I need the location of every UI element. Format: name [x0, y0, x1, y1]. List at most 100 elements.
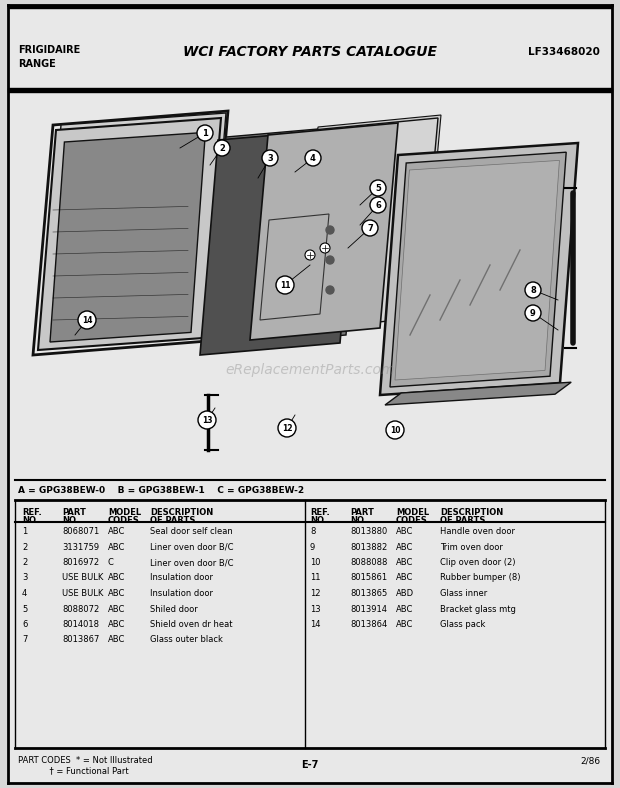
Text: 13: 13: [202, 415, 212, 425]
Text: PART: PART: [62, 508, 86, 517]
Text: 4: 4: [310, 154, 316, 162]
Text: 1: 1: [202, 128, 208, 137]
Circle shape: [525, 305, 541, 321]
Text: ABC: ABC: [396, 620, 414, 629]
Text: 1: 1: [22, 527, 27, 536]
Text: 2/86: 2/86: [580, 756, 600, 765]
Text: eReplacementParts.com: eReplacementParts.com: [225, 363, 395, 377]
Text: REF.: REF.: [310, 508, 330, 517]
Text: ABC: ABC: [108, 574, 125, 582]
Text: Liner oven door B/C: Liner oven door B/C: [150, 542, 234, 552]
Text: Shield oven dr heat: Shield oven dr heat: [150, 620, 232, 629]
Text: MODEL: MODEL: [108, 508, 141, 517]
Polygon shape: [380, 143, 578, 395]
Text: 8013882: 8013882: [350, 542, 388, 552]
Text: 14: 14: [82, 315, 92, 325]
Text: 2: 2: [22, 542, 27, 552]
Text: ABC: ABC: [396, 542, 414, 552]
Text: 10: 10: [310, 558, 321, 567]
Text: Seal door self clean: Seal door self clean: [150, 527, 232, 536]
Text: A = GPG38BEW-0    B = GPG38BEW-1    C = GPG38BEW-2: A = GPG38BEW-0 B = GPG38BEW-1 C = GPG38B…: [18, 485, 304, 495]
Text: 5: 5: [22, 604, 27, 614]
Text: OF PARTS: OF PARTS: [440, 516, 485, 525]
Circle shape: [278, 419, 296, 437]
Text: 2: 2: [22, 558, 27, 567]
Text: 9: 9: [530, 308, 536, 318]
Text: 3: 3: [267, 154, 273, 162]
Text: Insulation door: Insulation door: [150, 574, 213, 582]
Text: 14: 14: [310, 620, 321, 629]
Text: ABC: ABC: [396, 527, 414, 536]
Text: 3131759: 3131759: [62, 542, 99, 552]
Text: ABC: ABC: [108, 589, 125, 598]
Text: 9: 9: [310, 542, 315, 552]
Text: Clip oven door (2): Clip oven door (2): [440, 558, 515, 567]
Circle shape: [370, 180, 386, 196]
Circle shape: [386, 421, 404, 439]
Text: NO.: NO.: [350, 516, 367, 525]
Circle shape: [326, 286, 334, 294]
Circle shape: [320, 243, 330, 253]
Text: 8068071: 8068071: [62, 527, 99, 536]
Text: 6: 6: [22, 620, 27, 629]
Text: 8015861: 8015861: [350, 574, 387, 582]
Polygon shape: [200, 128, 358, 355]
Text: 8013880: 8013880: [350, 527, 388, 536]
Text: NO.: NO.: [310, 516, 327, 525]
Text: RANGE: RANGE: [18, 59, 56, 69]
Text: 4: 4: [22, 589, 27, 598]
Text: 8013865: 8013865: [350, 589, 388, 598]
Circle shape: [326, 226, 334, 234]
Text: Trim oven door: Trim oven door: [440, 542, 503, 552]
Text: MODEL: MODEL: [396, 508, 429, 517]
Text: 13: 13: [310, 604, 321, 614]
Text: 8: 8: [530, 285, 536, 295]
Text: ABC: ABC: [108, 604, 125, 614]
Circle shape: [362, 220, 378, 236]
Polygon shape: [38, 118, 221, 350]
Circle shape: [78, 311, 96, 329]
Polygon shape: [295, 118, 438, 330]
Text: REF.: REF.: [22, 508, 42, 517]
Text: 2: 2: [219, 143, 225, 153]
Text: Glass pack: Glass pack: [440, 620, 485, 629]
Text: ABD: ABD: [396, 589, 414, 598]
Text: DESCRIPTION: DESCRIPTION: [150, 508, 213, 517]
Circle shape: [197, 125, 213, 141]
Text: 11: 11: [310, 574, 321, 582]
Text: 12: 12: [310, 589, 321, 598]
Circle shape: [276, 276, 294, 294]
Text: Glass inner: Glass inner: [440, 589, 487, 598]
Polygon shape: [385, 382, 571, 405]
Text: USE BULK: USE BULK: [62, 589, 104, 598]
Text: ABC: ABC: [108, 620, 125, 629]
Text: Handle oven door: Handle oven door: [440, 527, 515, 536]
Polygon shape: [390, 152, 566, 387]
Text: † = Functional Part: † = Functional Part: [18, 766, 128, 775]
Text: CODES: CODES: [108, 516, 140, 525]
Text: DESCRIPTION: DESCRIPTION: [440, 508, 503, 517]
Text: ABC: ABC: [108, 542, 125, 552]
Text: ABC: ABC: [108, 527, 125, 536]
Circle shape: [305, 250, 315, 260]
Text: 5: 5: [375, 184, 381, 192]
Circle shape: [262, 150, 278, 166]
Text: 8: 8: [310, 527, 316, 536]
Text: FRIGIDAIRE: FRIGIDAIRE: [18, 45, 80, 55]
Text: Bracket glass mtg: Bracket glass mtg: [440, 604, 516, 614]
Text: NO.: NO.: [22, 516, 39, 525]
Text: ABC: ABC: [396, 558, 414, 567]
Polygon shape: [300, 115, 441, 325]
Text: USE BULK: USE BULK: [62, 574, 104, 582]
Circle shape: [370, 197, 386, 213]
Text: ABC: ABC: [396, 574, 414, 582]
Text: PART CODES  * = Not Illustrated: PART CODES * = Not Illustrated: [18, 756, 153, 765]
Text: ABC: ABC: [396, 604, 414, 614]
Text: Insulation door: Insulation door: [150, 589, 213, 598]
Text: PART: PART: [350, 508, 374, 517]
Text: OF PARTS: OF PARTS: [150, 516, 195, 525]
Text: E-7: E-7: [301, 760, 319, 770]
Polygon shape: [395, 161, 559, 380]
Text: ABC: ABC: [108, 635, 125, 645]
Polygon shape: [250, 123, 398, 340]
